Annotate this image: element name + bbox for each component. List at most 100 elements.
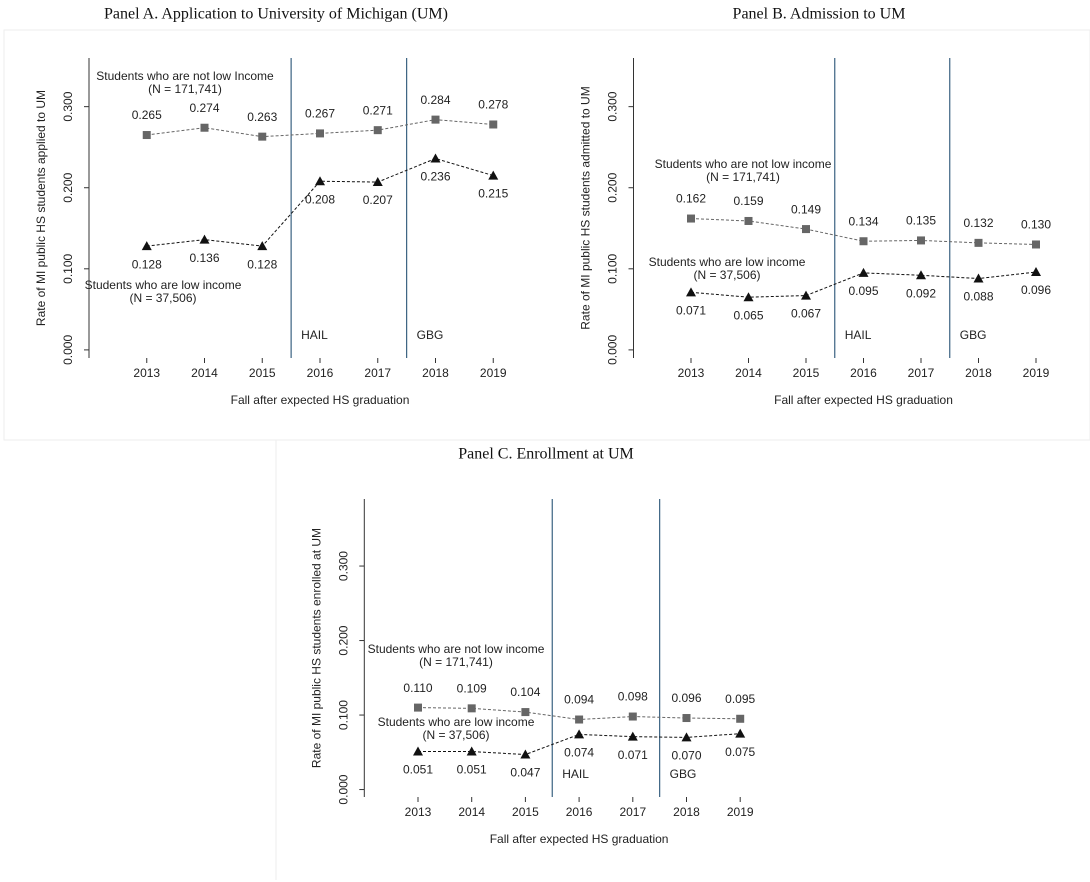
panel-title: Panel A. Application to University of Mi… (104, 6, 448, 23)
marker (686, 287, 696, 297)
x-axis-label: Fall after expected HS graduation (231, 393, 410, 407)
series-note: (N = 37,506) (693, 268, 760, 282)
series-note: (N = 37,506) (129, 291, 196, 305)
marker (489, 120, 498, 129)
period-label: GBG (960, 328, 987, 342)
marker (743, 292, 754, 302)
panel-frame (3, 29, 1090, 441)
data-label: 0.135 (906, 214, 936, 228)
data-label: 0.208 (305, 192, 335, 206)
y-axis-label: Rate of MI public HS students applied to… (34, 90, 48, 326)
y-tick-label: 0.300 (61, 91, 75, 121)
marker (316, 129, 324, 138)
data-label: 0.065 (733, 308, 763, 322)
marker (858, 267, 869, 277)
marker (973, 273, 984, 283)
data-label: 0.096 (671, 691, 701, 705)
data-label: 0.236 (420, 170, 450, 184)
marker (735, 728, 746, 738)
series-note: (N = 171,741) (148, 82, 222, 96)
data-label: 0.136 (189, 251, 219, 265)
marker (488, 170, 499, 180)
marker (974, 238, 983, 247)
x-tick-label: 2015 (793, 366, 820, 380)
data-label: 0.110 (403, 681, 432, 695)
x-tick-label: 2017 (908, 366, 935, 380)
x-tick-label: 2013 (405, 805, 432, 819)
x-tick-label: 2014 (458, 805, 485, 819)
x-tick-label: 2016 (850, 366, 877, 380)
data-label: 0.096 (1021, 283, 1051, 297)
data-label: 0.130 (1021, 218, 1051, 232)
series-label: Students who are not low income (368, 642, 545, 656)
y-tick-label: 0.100 (61, 253, 75, 283)
x-tick-label: 2017 (619, 805, 646, 819)
data-label: 0.092 (906, 286, 936, 300)
data-label: 0.047 (510, 766, 540, 780)
marker (372, 177, 383, 187)
marker (917, 236, 925, 245)
data-label: 0.265 (132, 108, 162, 122)
data-label: 0.051 (403, 763, 433, 777)
data-label: 0.274 (189, 101, 219, 115)
data-label: 0.070 (671, 749, 701, 763)
data-label: 0.075 (725, 745, 755, 759)
marker (687, 214, 695, 223)
marker (802, 225, 810, 234)
data-label: 0.095 (848, 284, 878, 298)
panel-title: Panel B. Admission to UM (733, 6, 906, 23)
series-label: Students who are low income (649, 255, 806, 269)
data-label: 0.071 (676, 303, 706, 317)
period-label: HAIL (301, 328, 328, 342)
x-tick-label: 2018 (965, 366, 992, 380)
x-tick-label: 2018 (673, 805, 700, 819)
series-label: Students who are low income (85, 278, 242, 292)
data-label: 0.263 (247, 110, 277, 124)
data-label: 0.051 (457, 763, 487, 777)
marker (142, 131, 151, 140)
data-label: 0.098 (618, 690, 648, 704)
marker (257, 241, 268, 251)
marker (574, 729, 585, 739)
data-label: 0.104 (510, 685, 540, 699)
marker (258, 132, 267, 141)
marker (682, 714, 691, 723)
x-axis-label: Fall after expected HS graduation (490, 832, 669, 846)
data-label: 0.149 (791, 202, 821, 216)
period-label: HAIL (562, 767, 589, 781)
data-label: 0.088 (963, 290, 993, 304)
marker (1032, 240, 1040, 249)
x-tick-label: 2015 (512, 805, 539, 819)
x-tick-label: 2018 (422, 366, 449, 380)
marker (916, 270, 926, 280)
x-tick-label: 2014 (735, 366, 762, 380)
y-tick-label: 0.000 (606, 335, 620, 365)
x-tick-label: 2017 (364, 366, 391, 380)
marker (628, 712, 637, 721)
panel-title: Panel C. Enrollment at UM (458, 446, 634, 463)
x-tick-label: 2019 (727, 805, 754, 819)
series-label: Students who are low income (378, 715, 535, 729)
marker (199, 234, 210, 244)
x-axis-label: Fall after expected HS graduation (774, 393, 953, 407)
period-label: HAIL (845, 328, 872, 342)
y-tick-label: 0.100 (606, 253, 620, 283)
period-label: GBG (417, 328, 444, 342)
marker (744, 216, 753, 225)
series-note: (N = 171,741) (419, 655, 493, 669)
series-label: Students who are not low income (655, 157, 832, 171)
x-tick-label: 2013 (133, 366, 160, 380)
data-label: 0.267 (305, 107, 335, 121)
data-label: 0.271 (363, 103, 393, 117)
x-tick-label: 2019 (1023, 366, 1050, 380)
data-label: 0.109 (457, 682, 487, 696)
y-axis-label: Rate of MI public HS students enrolled a… (309, 528, 323, 768)
x-tick-label: 2016 (307, 366, 334, 380)
marker (200, 123, 209, 132)
data-label: 0.207 (363, 193, 393, 207)
data-label: 0.132 (963, 216, 993, 230)
y-tick-label: 0.200 (336, 625, 350, 655)
data-label: 0.162 (676, 192, 706, 206)
marker (467, 704, 476, 713)
